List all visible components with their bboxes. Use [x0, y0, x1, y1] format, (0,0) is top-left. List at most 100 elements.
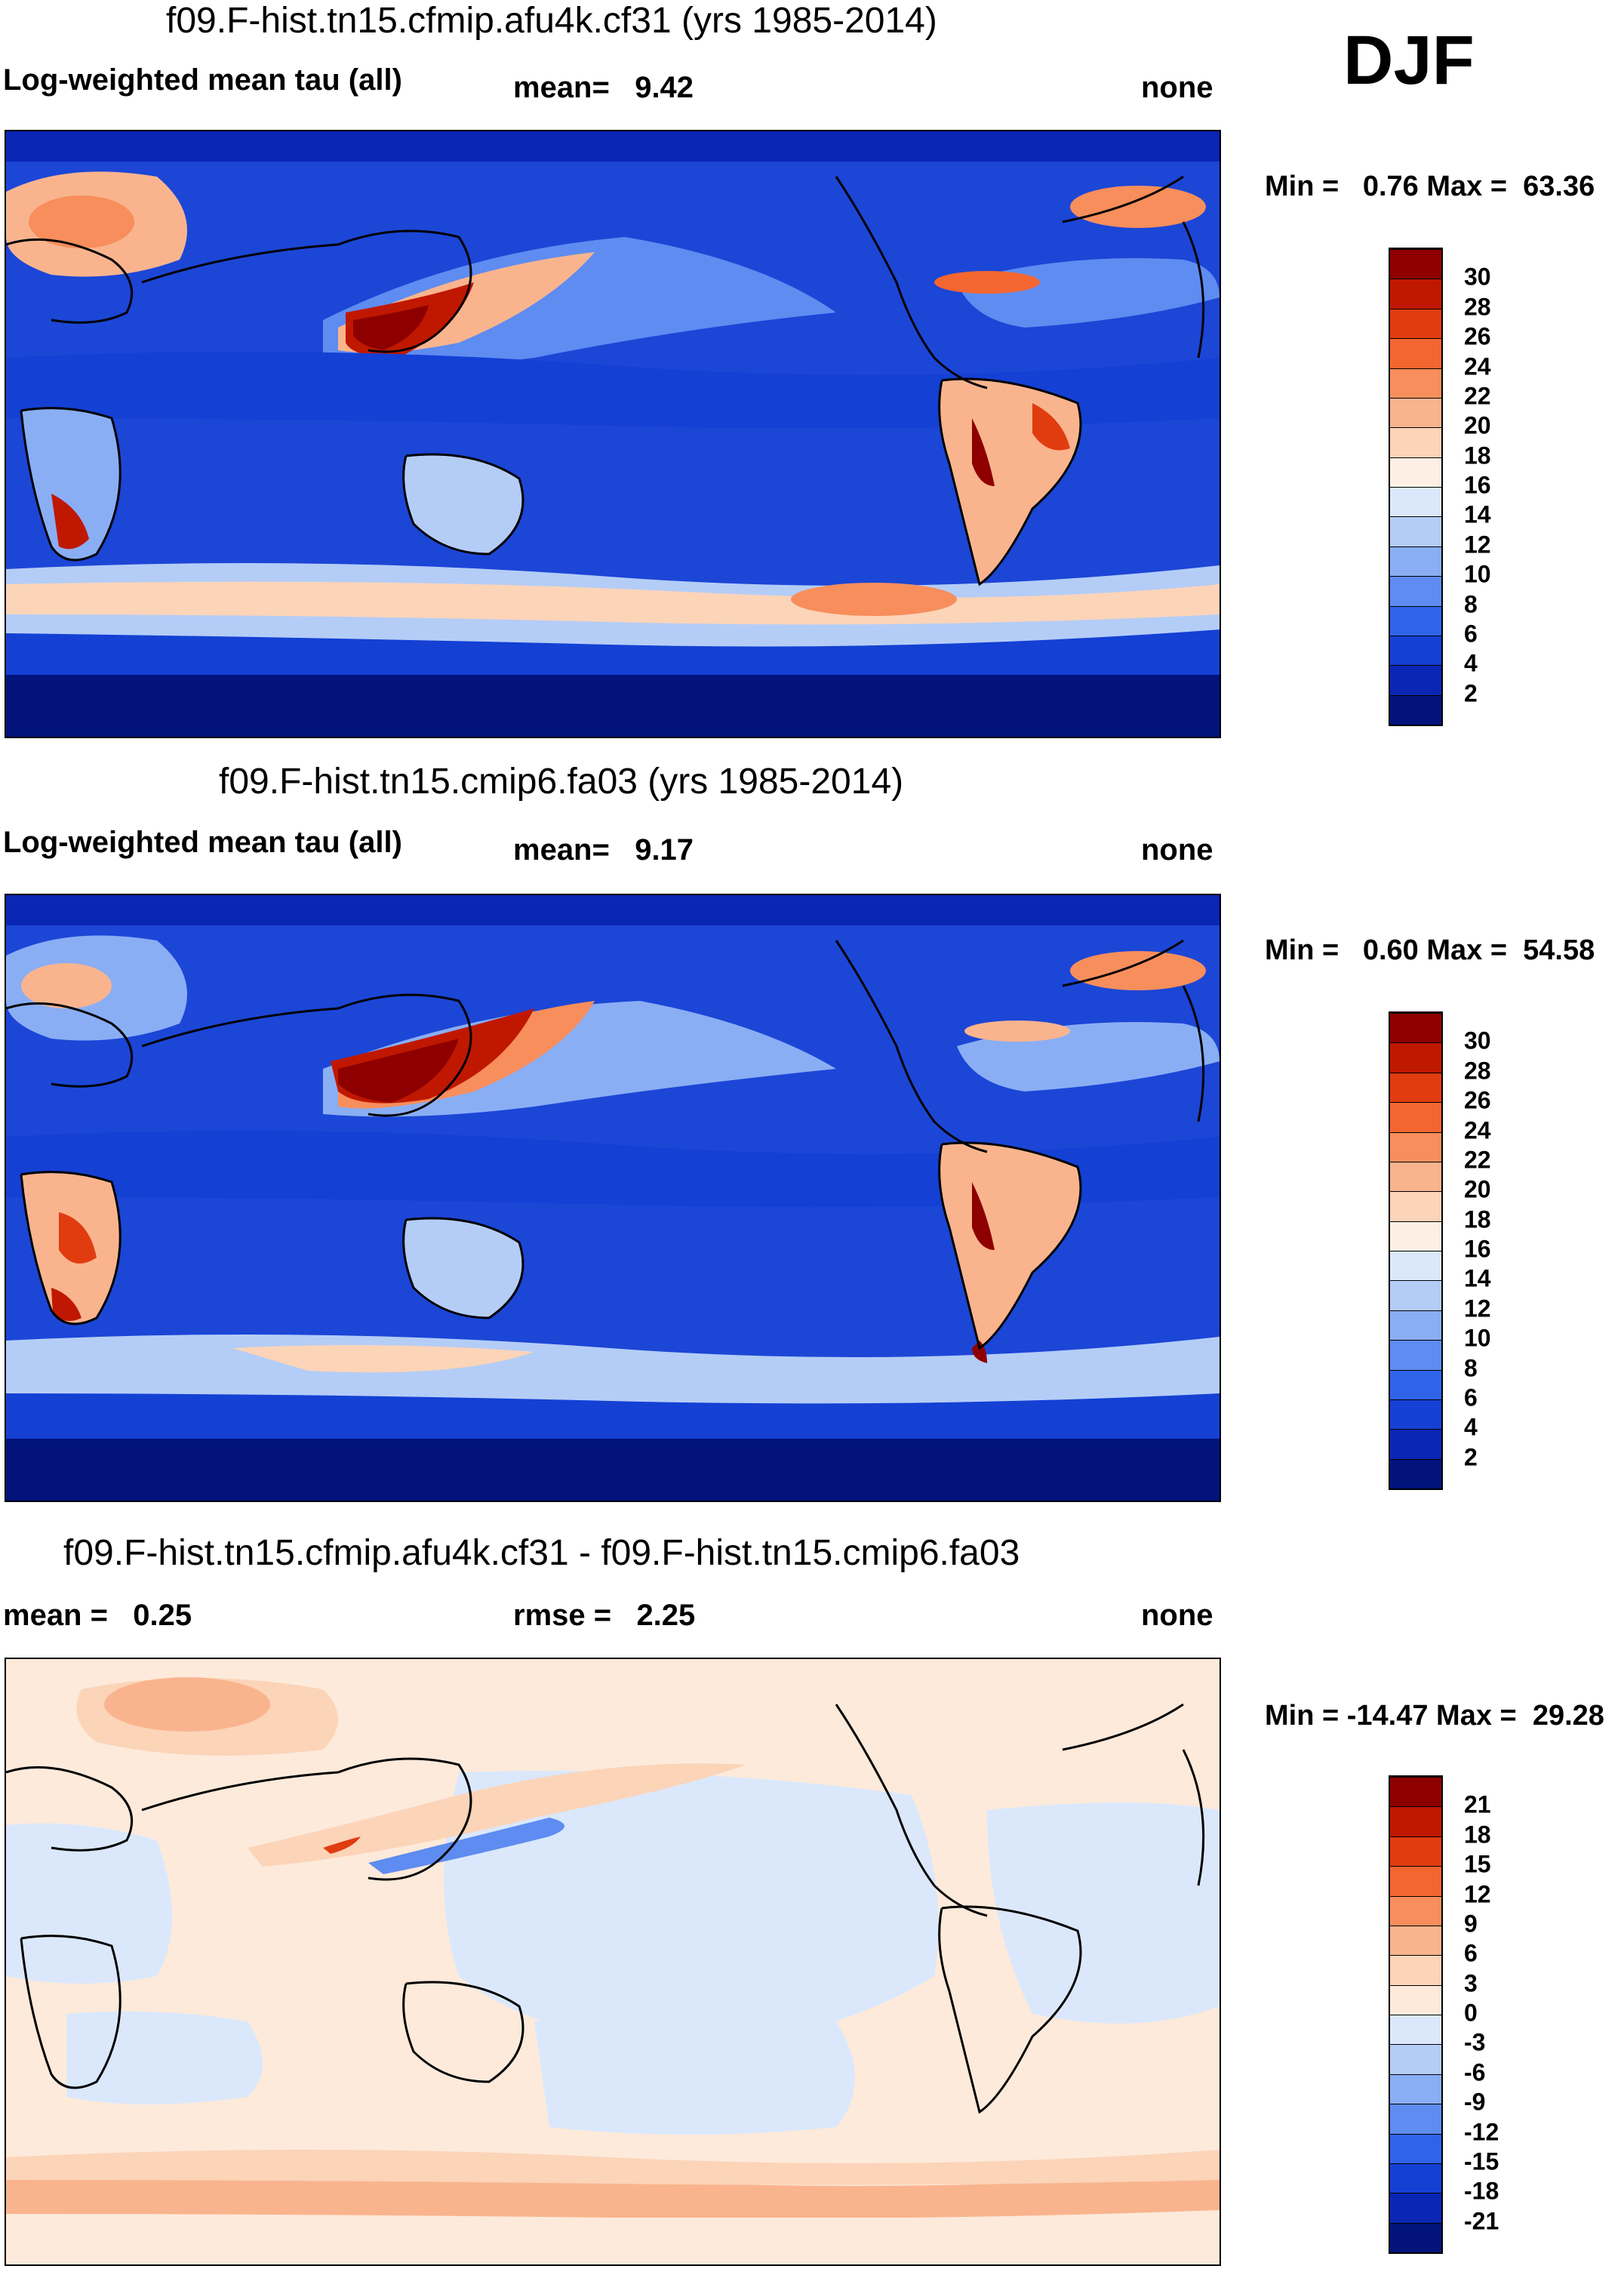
colorbar-box: [1390, 1013, 1441, 1043]
colorbar-box: [1390, 427, 1441, 457]
panel-3-title: f09.F-hist.tn15.cfmip.afu4k.cf31 - f09.F…: [63, 1533, 1020, 1573]
panel-1-right-label: none: [1141, 71, 1213, 104]
colorbar-box: [1390, 338, 1441, 368]
panel-3-minmax: Min = -14.47 Max = 29.28: [1265, 1700, 1604, 1732]
colorbar-box: [1390, 1102, 1441, 1132]
panel-3-map: [5, 1658, 1221, 2266]
colorbar-label: 6: [1464, 620, 1478, 648]
colorbar-label: 2: [1464, 1443, 1478, 1471]
colorbar-label: 30: [1464, 1027, 1491, 1054]
colorbar-label: 18: [1464, 1821, 1491, 1849]
colorbar-label: 22: [1464, 1146, 1491, 1174]
panel-2-minmax: Min = 0.60 Max = 54.58: [1265, 934, 1595, 966]
colorbar-label: 28: [1464, 1057, 1491, 1085]
colorbar-label: 12: [1464, 1880, 1491, 1907]
colorbar-label: 4: [1464, 649, 1478, 677]
panel-2-mean-label: mean= 9.17: [513, 833, 694, 867]
colorbar-label: 6: [1464, 1939, 1478, 1967]
colorbar-label: 10: [1464, 560, 1491, 588]
colorbar-label: 8: [1464, 1354, 1478, 1381]
colorbar-box: [1390, 279, 1441, 309]
colorbar-box: [1390, 1131, 1441, 1162]
panel-1-title: f09.F-hist.tn15.cfmip.afu4k.cf31 (yrs 19…: [166, 1, 937, 41]
colorbar-box: [1390, 2044, 1441, 2074]
panel-2-map-field: [6, 895, 1220, 1501]
panel-2-title: f09.F-hist.tn15.cmip6.fa03 (yrs 1985-201…: [219, 762, 904, 802]
colorbar-box: [1390, 1369, 1441, 1399]
colorbar-label: 16: [1464, 471, 1491, 499]
colorbar-box: [1390, 1042, 1441, 1073]
colorbar-label: -15: [1464, 2147, 1499, 2175]
panel-2-right-label: none: [1141, 833, 1213, 867]
panel-2-map: [5, 894, 1221, 1502]
colorbar-box: [1390, 546, 1441, 577]
colorbar-label: 14: [1464, 1264, 1491, 1292]
colorbar-box: [1390, 576, 1441, 606]
colorbar-label: 9: [1464, 1910, 1478, 1938]
colorbar-box: [1390, 1072, 1441, 1103]
colorbar-box: [1390, 397, 1441, 428]
colorbar-box: [1390, 1310, 1441, 1341]
panel-1-left-label: Log-weighted mean tau (all): [3, 63, 402, 97]
colorbar-box: [1390, 2015, 1441, 2045]
panel-1-map: [5, 130, 1221, 738]
panel-2-colorbar: [1389, 1011, 1443, 1490]
panel-2-left-label: Log-weighted mean tau (all): [3, 826, 402, 859]
colorbar-label: 2: [1464, 679, 1478, 707]
colorbar-box: [1390, 457, 1441, 487]
colorbar-box: [1390, 1399, 1441, 1430]
colorbar-box: [1390, 1221, 1441, 1251]
colorbar-box: [1390, 487, 1441, 517]
colorbar-box: [1390, 2073, 1441, 2104]
panel-1-colorbar: [1389, 248, 1443, 726]
colorbar-box: [1390, 1777, 1441, 1807]
colorbar-box: [1390, 605, 1441, 636]
colorbar-box: [1390, 308, 1441, 339]
colorbar-box: [1390, 1161, 1441, 1192]
colorbar-box: [1390, 1984, 1441, 2015]
colorbar-label: 26: [1464, 322, 1491, 350]
colorbar-label: 20: [1464, 1175, 1491, 1203]
colorbar-box: [1390, 1251, 1441, 1281]
season-label: DJF: [1343, 22, 1475, 99]
colorbar-box: [1390, 1836, 1441, 1867]
colorbar-label: 26: [1464, 1086, 1491, 1114]
colorbar-box: [1390, 1806, 1441, 1836]
colorbar-box: [1390, 368, 1441, 398]
colorbar-label: -18: [1464, 2177, 1499, 2205]
colorbar-label: -3: [1464, 2028, 1486, 2056]
colorbar-box: [1390, 1280, 1441, 1310]
colorbar-box: [1390, 2133, 1441, 2163]
colorbar-label: 22: [1464, 382, 1491, 410]
colorbar-label: 16: [1464, 1235, 1491, 1263]
colorbar-box: [1390, 1895, 1441, 1926]
colorbar-box: [1390, 1458, 1441, 1488]
colorbar-label: -9: [1464, 2088, 1486, 2116]
panel-3-colorbar: [1389, 1775, 1443, 2254]
colorbar-box: [1390, 635, 1441, 666]
colorbar-label: 3: [1464, 1969, 1478, 1997]
colorbar-label: 18: [1464, 1205, 1491, 1233]
colorbar-label: 6: [1464, 1384, 1478, 1412]
colorbar-box: [1390, 2222, 1441, 2252]
colorbar-label: 10: [1464, 1324, 1491, 1352]
panel-3-right-label: none: [1141, 1599, 1213, 1632]
colorbar-label: 12: [1464, 1295, 1491, 1322]
colorbar-label: 14: [1464, 500, 1491, 528]
colorbar-label: 24: [1464, 1116, 1491, 1144]
colorbar-label: 4: [1464, 1413, 1478, 1441]
colorbar-label: 12: [1464, 531, 1491, 559]
colorbar-label: 20: [1464, 411, 1491, 439]
panel-1-mean-label: mean= 9.42: [513, 71, 694, 104]
colorbar-box: [1390, 516, 1441, 546]
panel-1-minmax: Min = 0.76 Max = 63.36: [1265, 171, 1595, 202]
colorbar-box: [1390, 1191, 1441, 1221]
colorbar-label: 18: [1464, 442, 1491, 469]
colorbar-box: [1390, 1955, 1441, 1985]
panel-3-map-field: [6, 1659, 1220, 2264]
colorbar-box: [1390, 1925, 1441, 1956]
colorbar-box: [1390, 2104, 1441, 2134]
colorbar-label: 8: [1464, 590, 1478, 617]
colorbar-box: [1390, 1429, 1441, 1459]
colorbar-box: [1390, 1340, 1441, 1370]
